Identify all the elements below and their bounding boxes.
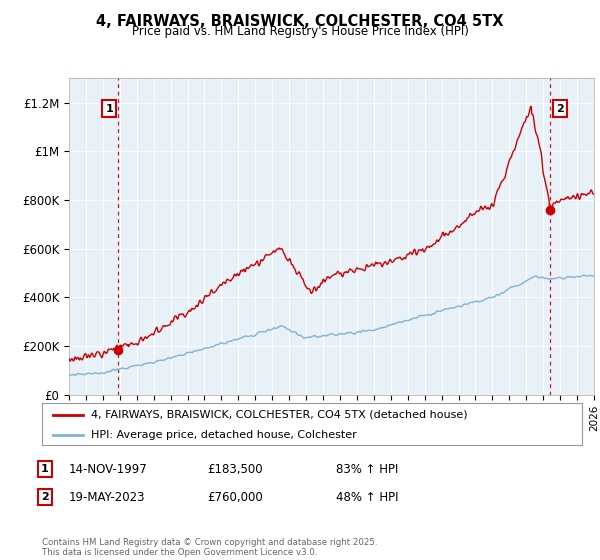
Text: 48% ↑ HPI: 48% ↑ HPI (336, 491, 398, 504)
Text: Contains HM Land Registry data © Crown copyright and database right 2025.
This d: Contains HM Land Registry data © Crown c… (42, 538, 377, 557)
Text: 1: 1 (105, 104, 113, 114)
Text: Price paid vs. HM Land Registry's House Price Index (HPI): Price paid vs. HM Land Registry's House … (131, 25, 469, 38)
Text: 19-MAY-2023: 19-MAY-2023 (69, 491, 146, 504)
Text: 14-NOV-1997: 14-NOV-1997 (69, 463, 148, 476)
Text: £183,500: £183,500 (207, 463, 263, 476)
Text: 2: 2 (556, 104, 563, 114)
Text: 83% ↑ HPI: 83% ↑ HPI (336, 463, 398, 476)
Text: 4, FAIRWAYS, BRAISWICK, COLCHESTER, CO4 5TX: 4, FAIRWAYS, BRAISWICK, COLCHESTER, CO4 … (96, 14, 504, 29)
Text: £760,000: £760,000 (207, 491, 263, 504)
Text: 1: 1 (41, 464, 49, 474)
Text: HPI: Average price, detached house, Colchester: HPI: Average price, detached house, Colc… (91, 430, 356, 440)
Text: 4, FAIRWAYS, BRAISWICK, COLCHESTER, CO4 5TX (detached house): 4, FAIRWAYS, BRAISWICK, COLCHESTER, CO4 … (91, 410, 467, 420)
Text: 2: 2 (41, 492, 49, 502)
